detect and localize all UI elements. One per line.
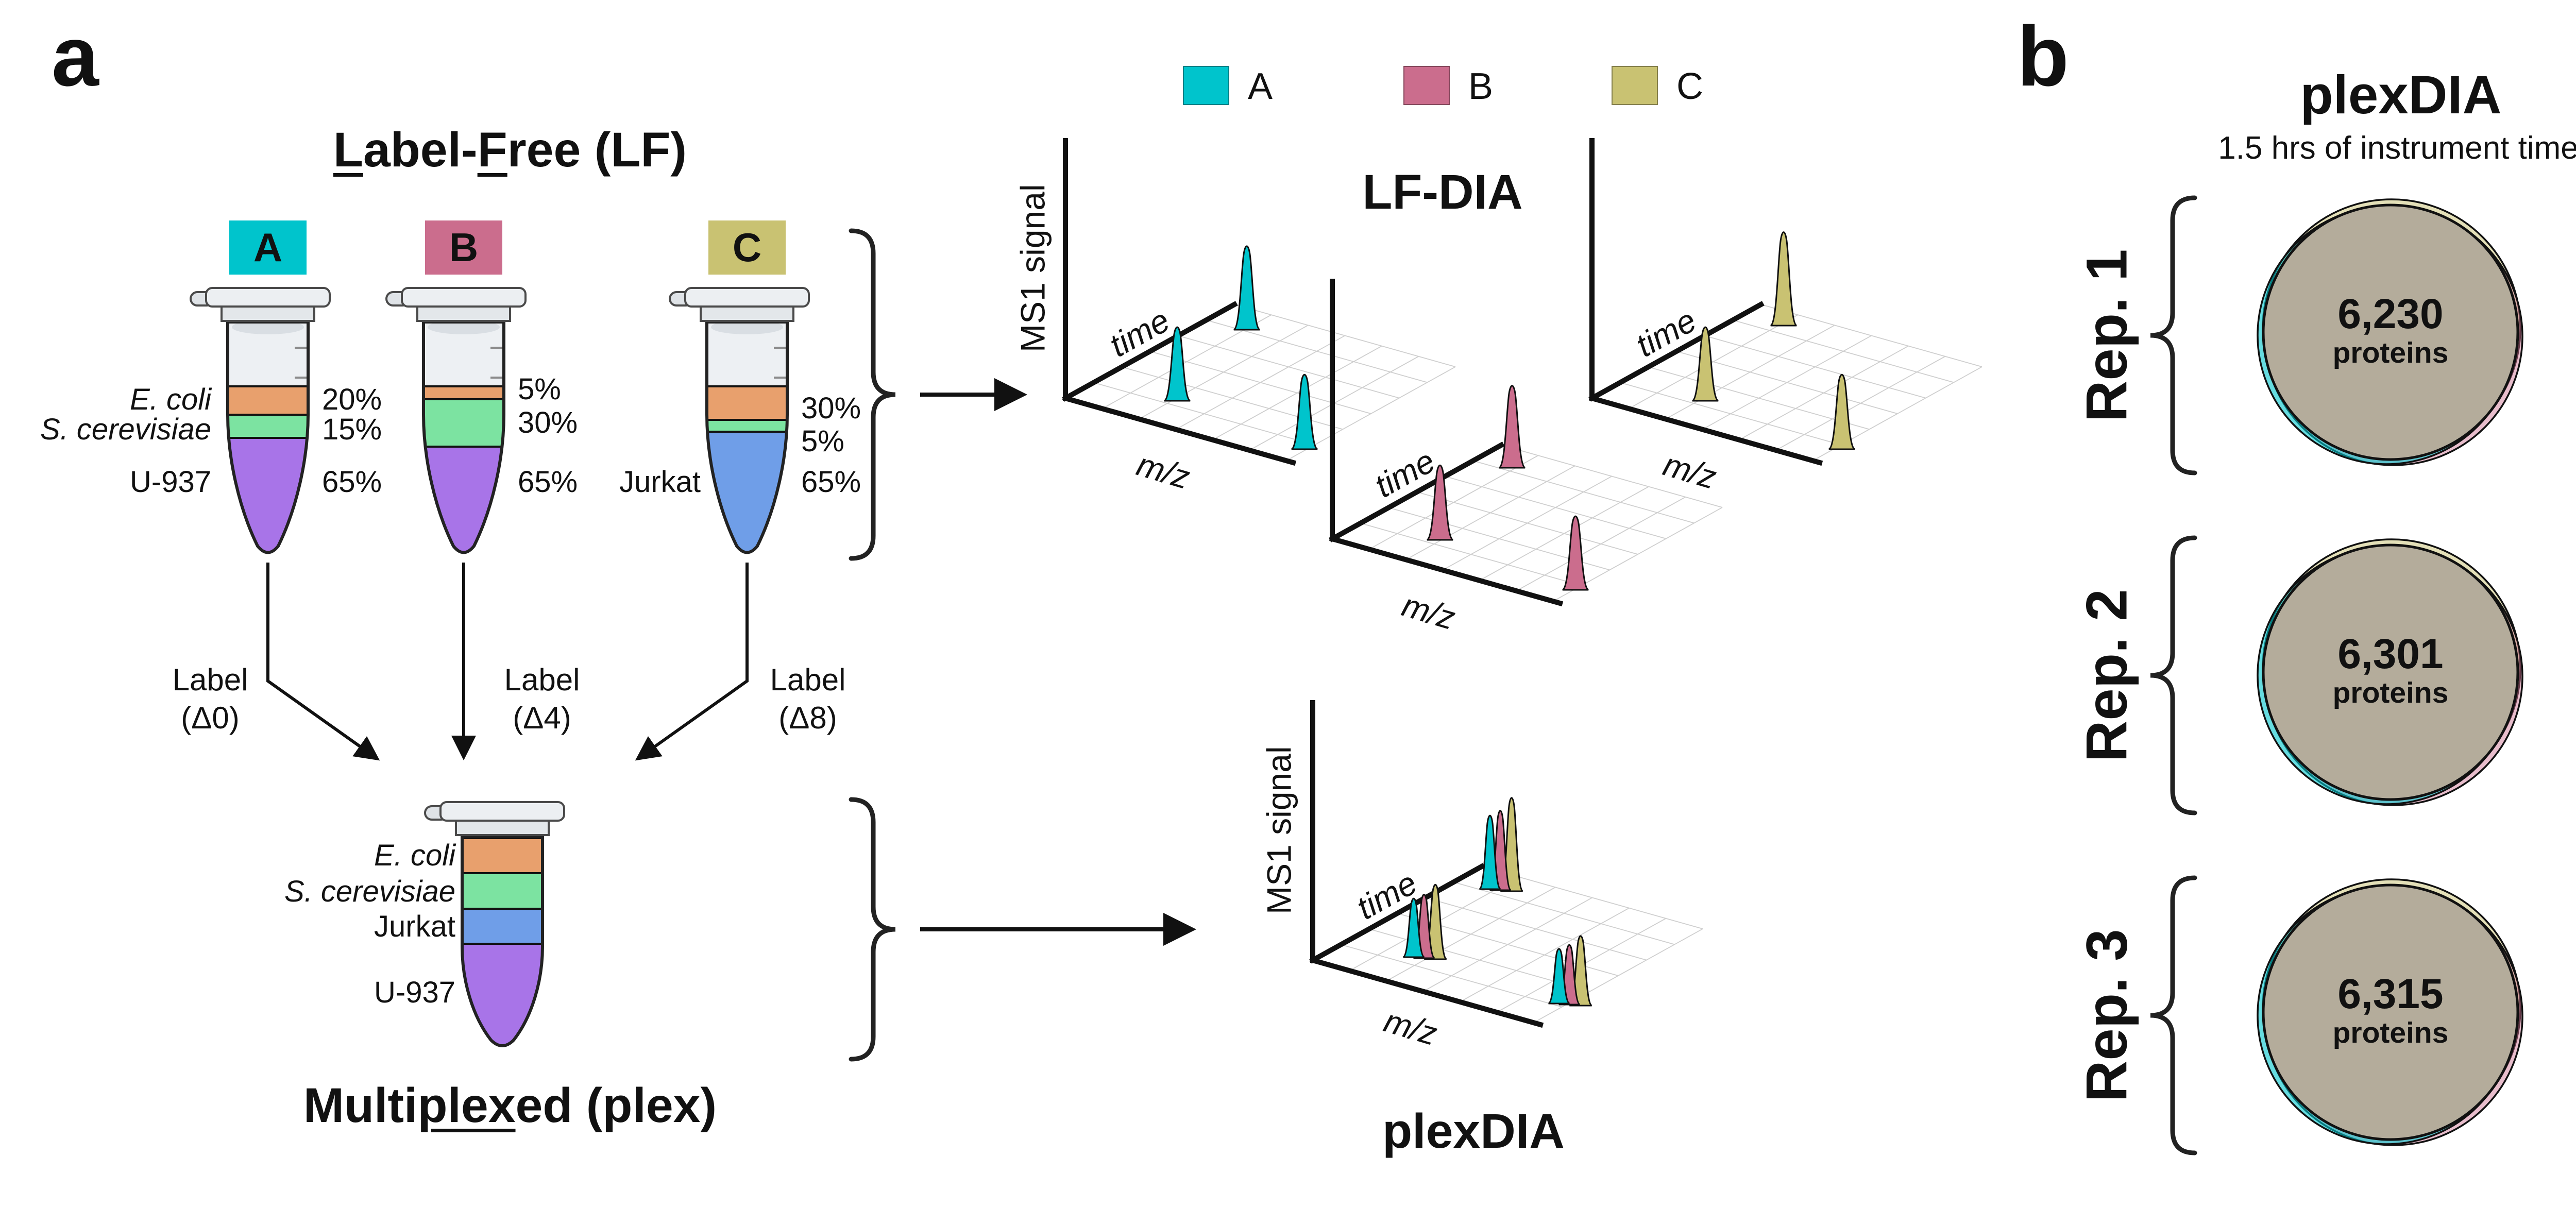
multiplexed-title: Multiplexed (plex)	[303, 1078, 717, 1133]
pct-a-u937: 65%	[322, 465, 382, 499]
lfdia-title: LF-DIA	[1362, 165, 1523, 219]
legend-swatch-a	[1183, 66, 1229, 105]
axis-ms1-lfdia: MS1 signal	[1013, 184, 1052, 352]
species-ecoli-a: E. coli	[130, 383, 211, 416]
panel-a-label: a	[52, 9, 99, 104]
plexdia-title: plexDIA	[1382, 1104, 1565, 1159]
sample-chip-c: C	[708, 220, 786, 275]
plex-title-underline: plex	[417, 1078, 516, 1133]
legend-label-c: C	[1676, 66, 1703, 107]
rep1-label: Rep. 1	[2074, 249, 2139, 422]
lfdia-plot-a	[1065, 141, 1455, 463]
plex-species-u937: U-937	[374, 976, 455, 1009]
label-d4-tag: (Δ4)	[513, 701, 571, 735]
venn-plexdia-rep1-label: 6,230 proteins	[2287, 292, 2494, 370]
venn-count: 6,301	[2337, 631, 2444, 677]
brace-samples	[849, 228, 896, 561]
brace-rep3	[2150, 875, 2197, 1155]
venn-unit: proteins	[2332, 336, 2449, 370]
label-d8-tag: (Δ8)	[778, 701, 837, 735]
species-cerevisiae-a: S. cerevisiae	[40, 413, 211, 446]
sample-chip-a: A	[229, 220, 307, 275]
plexdia-column-subtitle: 1.5 hrs of instrument time	[2218, 130, 2576, 166]
rep2-label: Rep. 2	[2074, 589, 2139, 762]
pct-a-ecoli: 20%	[322, 383, 382, 416]
pct-c-cerevisiae: 5%	[801, 424, 844, 458]
pct-b-u937: 65%	[518, 465, 578, 499]
lf-title-underline-l: L	[333, 123, 363, 177]
brace-rep2	[2150, 535, 2197, 815]
arrow-label-d0	[266, 563, 380, 761]
pct-b-ecoli: 5%	[518, 372, 561, 406]
venn-plexdia-rep2	[2257, 538, 2523, 806]
arrow-label-d8	[635, 563, 749, 761]
sample-chip-b: B	[425, 220, 502, 275]
label-d4-word: Label	[504, 662, 580, 697]
plexdia-cluster-3	[1547, 936, 1592, 1006]
panel-b-label: b	[2017, 9, 2069, 104]
lfdia-plot-b	[1332, 281, 1722, 603]
venn-count: 6,230	[2337, 291, 2444, 337]
rep3-label: Rep. 3	[2074, 929, 2139, 1102]
axis-ms1-plexdia: MS1 signal	[1260, 746, 1298, 914]
venn-plexdia-rep1	[2257, 198, 2523, 466]
plex-species-cerevisiae: S. cerevisiae	[284, 875, 455, 908]
venn-unit: proteins	[2332, 1016, 2449, 1050]
venn-plexdia-rep3-label: 6,315 proteins	[2287, 972, 2494, 1050]
lf-title-underline-f: F	[477, 123, 507, 177]
brace-plex	[849, 797, 896, 1062]
legend-swatch-c	[1612, 66, 1658, 105]
plexdia-cluster-2	[1480, 798, 1523, 891]
pct-c-jurkat: 65%	[801, 465, 861, 499]
legend-swatch-b	[1403, 66, 1450, 105]
venn-plexdia-rep3	[2257, 878, 2523, 1146]
legend-label-b: B	[1468, 66, 1494, 107]
plex-species-ecoli: E. coli	[374, 839, 455, 872]
plexdia-plot	[1313, 703, 1703, 1025]
species-u937-a: U-937	[130, 465, 211, 499]
venn-unit: proteins	[2332, 676, 2449, 710]
brace-rep1	[2150, 195, 2197, 475]
plexdia-column-title: plexDIA	[2300, 65, 2502, 125]
species-jurkat-c: Jurkat	[619, 465, 701, 499]
pct-c-ecoli: 30%	[801, 392, 861, 425]
venn-plexdia-rep2-label: 6,301 proteins	[2287, 632, 2494, 710]
plex-species-jurkat: Jurkat	[374, 910, 455, 943]
legend-label-a: A	[1248, 66, 1273, 107]
lfdia-plot-c	[1592, 141, 1982, 463]
pct-a-cerevisiae: 15%	[322, 413, 382, 446]
label-d0-tag: (Δ0)	[181, 701, 240, 735]
label-d0-word: Label	[172, 662, 248, 697]
pct-b-cerevisiae: 30%	[518, 406, 578, 439]
label-free-title: Label-Free (LF)	[333, 123, 687, 177]
label-d8-word: Label	[770, 662, 846, 697]
venn-count: 6,315	[2337, 971, 2444, 1017]
